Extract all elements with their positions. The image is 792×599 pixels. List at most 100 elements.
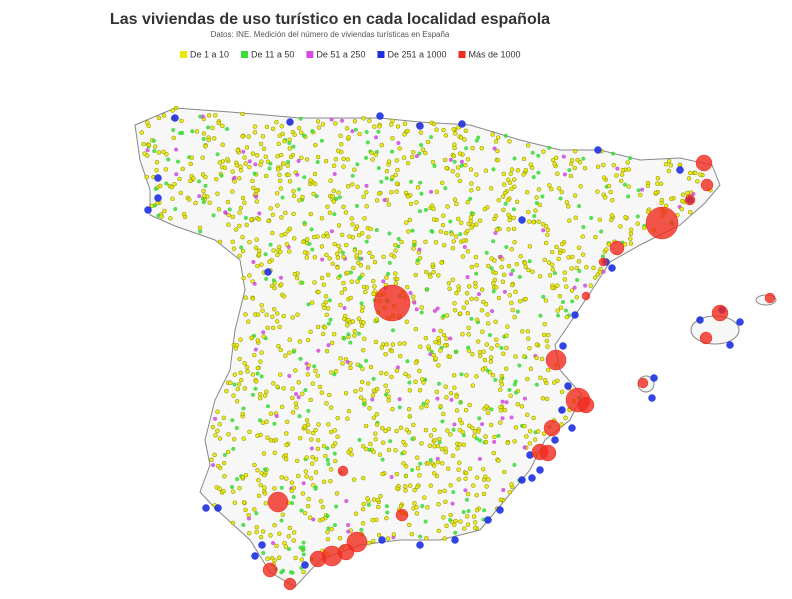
map-point <box>511 177 517 182</box>
map-point <box>327 298 332 303</box>
map-point <box>304 418 310 423</box>
map-point <box>305 366 310 371</box>
map-point <box>469 316 474 321</box>
map-point <box>490 373 496 378</box>
map-point <box>312 171 318 177</box>
map-point <box>284 442 289 448</box>
map-point <box>338 302 343 308</box>
map-point <box>418 344 423 349</box>
map-point <box>171 135 176 141</box>
map-point <box>559 389 565 395</box>
map-point <box>238 168 244 173</box>
map-point <box>604 247 609 252</box>
map-point <box>469 264 475 270</box>
map-point <box>537 274 543 279</box>
map-point <box>272 450 278 456</box>
map-point <box>559 189 565 195</box>
map-point <box>572 148 578 154</box>
map-point <box>570 299 575 304</box>
map-point <box>370 254 375 260</box>
map-point <box>519 404 525 409</box>
map-point <box>385 536 391 541</box>
map-point <box>418 534 423 539</box>
map-point <box>580 252 586 257</box>
map-point <box>472 429 478 434</box>
map-point <box>408 201 414 207</box>
map-point <box>237 253 242 259</box>
map-point <box>157 183 163 189</box>
map-point <box>296 380 301 385</box>
map-point <box>491 239 496 244</box>
map-point <box>431 269 436 275</box>
map-point <box>364 183 369 188</box>
map-point <box>267 166 272 171</box>
map-point <box>274 311 280 316</box>
map-point <box>581 224 586 230</box>
map-point <box>417 247 422 252</box>
map-point <box>154 159 160 165</box>
map-point <box>500 399 505 404</box>
map-point <box>484 404 489 409</box>
map-point <box>305 503 311 509</box>
map-point <box>414 511 420 516</box>
map-point <box>282 138 287 144</box>
map-point <box>255 433 260 438</box>
map-point <box>352 119 358 124</box>
map-point <box>484 484 489 489</box>
map-point <box>370 393 376 398</box>
map-point <box>264 419 269 425</box>
map-point <box>286 533 292 539</box>
map-point <box>518 254 523 259</box>
map-point <box>574 295 580 300</box>
map-point <box>545 344 550 349</box>
map-point <box>237 485 242 491</box>
map-point <box>286 546 291 552</box>
map-point <box>684 194 696 206</box>
map-point <box>291 538 296 543</box>
map-point <box>347 234 352 239</box>
map-point <box>223 210 228 215</box>
map-point <box>403 488 408 493</box>
map-point <box>267 491 289 513</box>
map-point <box>608 189 613 195</box>
map-point <box>389 122 394 127</box>
map-point <box>464 514 470 519</box>
map-point <box>274 119 279 125</box>
map-point <box>394 189 399 194</box>
map-point <box>509 415 514 420</box>
map-point <box>403 464 409 469</box>
map-point <box>251 185 256 191</box>
map-point <box>272 421 277 426</box>
map-point <box>507 387 512 393</box>
map-point <box>525 412 530 418</box>
map-point <box>325 306 331 311</box>
map-point <box>220 123 225 129</box>
map-point <box>409 154 415 160</box>
map-point <box>370 538 376 544</box>
map-point <box>539 444 557 462</box>
map-point <box>358 363 363 369</box>
map-point <box>254 153 260 158</box>
map-point <box>555 308 560 313</box>
map-point <box>513 354 518 359</box>
map-point <box>500 279 506 284</box>
map-point <box>226 432 231 437</box>
map-point <box>317 384 323 390</box>
map-point <box>454 394 459 400</box>
map-point <box>628 231 634 237</box>
map-point <box>609 217 614 223</box>
map-point <box>296 473 301 479</box>
map-point <box>258 482 263 488</box>
map-point <box>243 507 248 513</box>
map-point <box>582 165 588 171</box>
map-point <box>430 262 436 267</box>
map-point <box>536 187 542 192</box>
map-point <box>527 441 533 446</box>
map-point <box>265 325 270 331</box>
map-point <box>261 146 267 151</box>
map-point <box>209 457 214 463</box>
map-point <box>448 336 453 341</box>
map-point <box>434 473 440 479</box>
map-point <box>294 458 300 464</box>
map-point <box>226 222 231 227</box>
